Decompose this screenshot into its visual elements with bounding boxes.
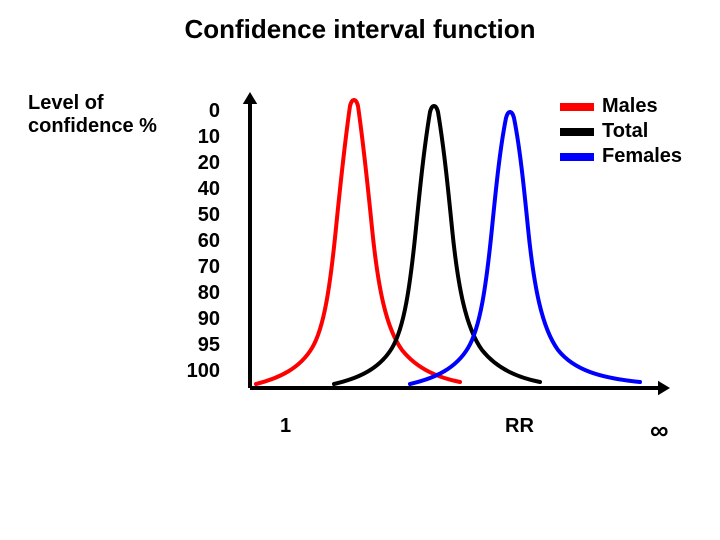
y-axis-label: Level of confidence % [28,92,157,138]
legend-item: Females [560,145,682,168]
legend-swatch [560,103,594,111]
y-tick: 60 [178,228,220,254]
page-title: Confidence interval function [0,14,720,45]
legend-item: Males [560,95,682,118]
legend-label: Males [602,95,658,118]
y-tick: 10 [178,124,220,150]
y-axis-ticks: 0102040506070809095100 [178,98,220,384]
y-tick: 95 [178,332,220,358]
legend-swatch [560,153,594,161]
y-axis-arrow [243,92,257,104]
legend-swatch [560,128,594,136]
curve-males [256,100,460,384]
x-axis-tick-rr: RR [505,415,534,438]
legend-label: Total [602,120,648,143]
x-axis-tick-1: 1 [280,415,291,438]
y-tick: 50 [178,202,220,228]
legend-label: Females [602,145,682,168]
legend-item: Total [560,120,682,143]
y-tick: 20 [178,150,220,176]
x-axis-arrow [658,381,670,395]
x-axis-infinity: ∞ [650,415,669,446]
legend: MalesTotalFemales [560,95,682,170]
y-tick: 100 [178,358,220,384]
y-tick: 90 [178,306,220,332]
y-tick: 40 [178,176,220,202]
y-tick: 0 [178,98,220,124]
y-tick: 80 [178,280,220,306]
y-tick: 70 [178,254,220,280]
